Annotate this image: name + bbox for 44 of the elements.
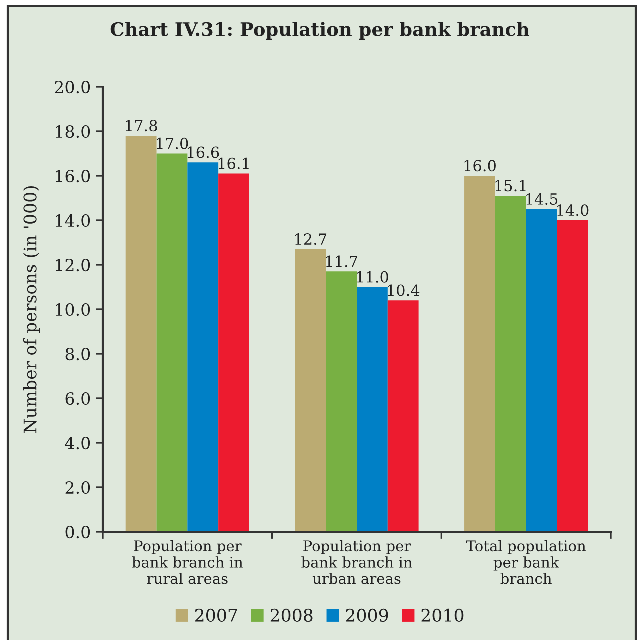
y-tick-label: 10.0 bbox=[56, 303, 90, 316]
data-label: 12.7 bbox=[296, 234, 327, 246]
legend-label: 2010 bbox=[422, 608, 464, 622]
bar bbox=[218, 174, 250, 532]
data-label: 16.1 bbox=[218, 158, 249, 170]
x-tick-label: Population per bank branch in rural areas bbox=[132, 540, 244, 584]
legend-label: 2007 bbox=[195, 608, 238, 622]
x-tick-label: Total population per bank branch bbox=[466, 540, 586, 584]
data-label: 11.7 bbox=[326, 256, 358, 268]
y-tick-label: 8.0 bbox=[66, 348, 90, 361]
bar bbox=[495, 196, 526, 532]
y-tick-label: 12.0 bbox=[56, 258, 90, 272]
data-label: 14.0 bbox=[558, 204, 589, 216]
data-label: 14.5 bbox=[526, 193, 558, 206]
y-tick-label: 6.0 bbox=[66, 392, 90, 406]
x-tick-label: Population per bank branch in urban areas bbox=[302, 540, 412, 584]
legend-label: 2008 bbox=[270, 608, 313, 622]
data-label: 15.1 bbox=[496, 180, 526, 192]
y-tick-label: 0.0 bbox=[66, 526, 90, 539]
legend-label: 2009 bbox=[346, 608, 388, 622]
data-label: 11.0 bbox=[357, 271, 388, 283]
bar bbox=[557, 220, 588, 532]
y-tick-label: 4.0 bbox=[65, 436, 90, 450]
bar bbox=[295, 249, 326, 532]
bar bbox=[526, 209, 558, 532]
data-label: 10.4 bbox=[388, 284, 420, 296]
y-tick-label: 20.0 bbox=[55, 80, 90, 94]
y-tick-label: 2.0 bbox=[66, 481, 90, 494]
y-tick-label: 16.0 bbox=[56, 170, 90, 183]
bar bbox=[156, 154, 188, 532]
data-label: 17.8 bbox=[126, 120, 158, 132]
data-label: 16.0 bbox=[464, 160, 496, 172]
bar bbox=[357, 287, 388, 532]
bar bbox=[126, 136, 157, 532]
bar bbox=[188, 162, 219, 532]
bar bbox=[388, 300, 419, 532]
y-tick-label: 18.0 bbox=[56, 125, 90, 138]
data-label: 16.6 bbox=[188, 146, 220, 158]
bar bbox=[464, 176, 496, 532]
data-label: 17.0 bbox=[157, 138, 188, 150]
y-tick-label: 14.0 bbox=[56, 214, 90, 228]
chart-title: Chart IV.31: Population per bank branch bbox=[110, 22, 530, 40]
y-axis-title: Number of persons (in '000) bbox=[23, 186, 40, 434]
bar bbox=[326, 272, 357, 532]
